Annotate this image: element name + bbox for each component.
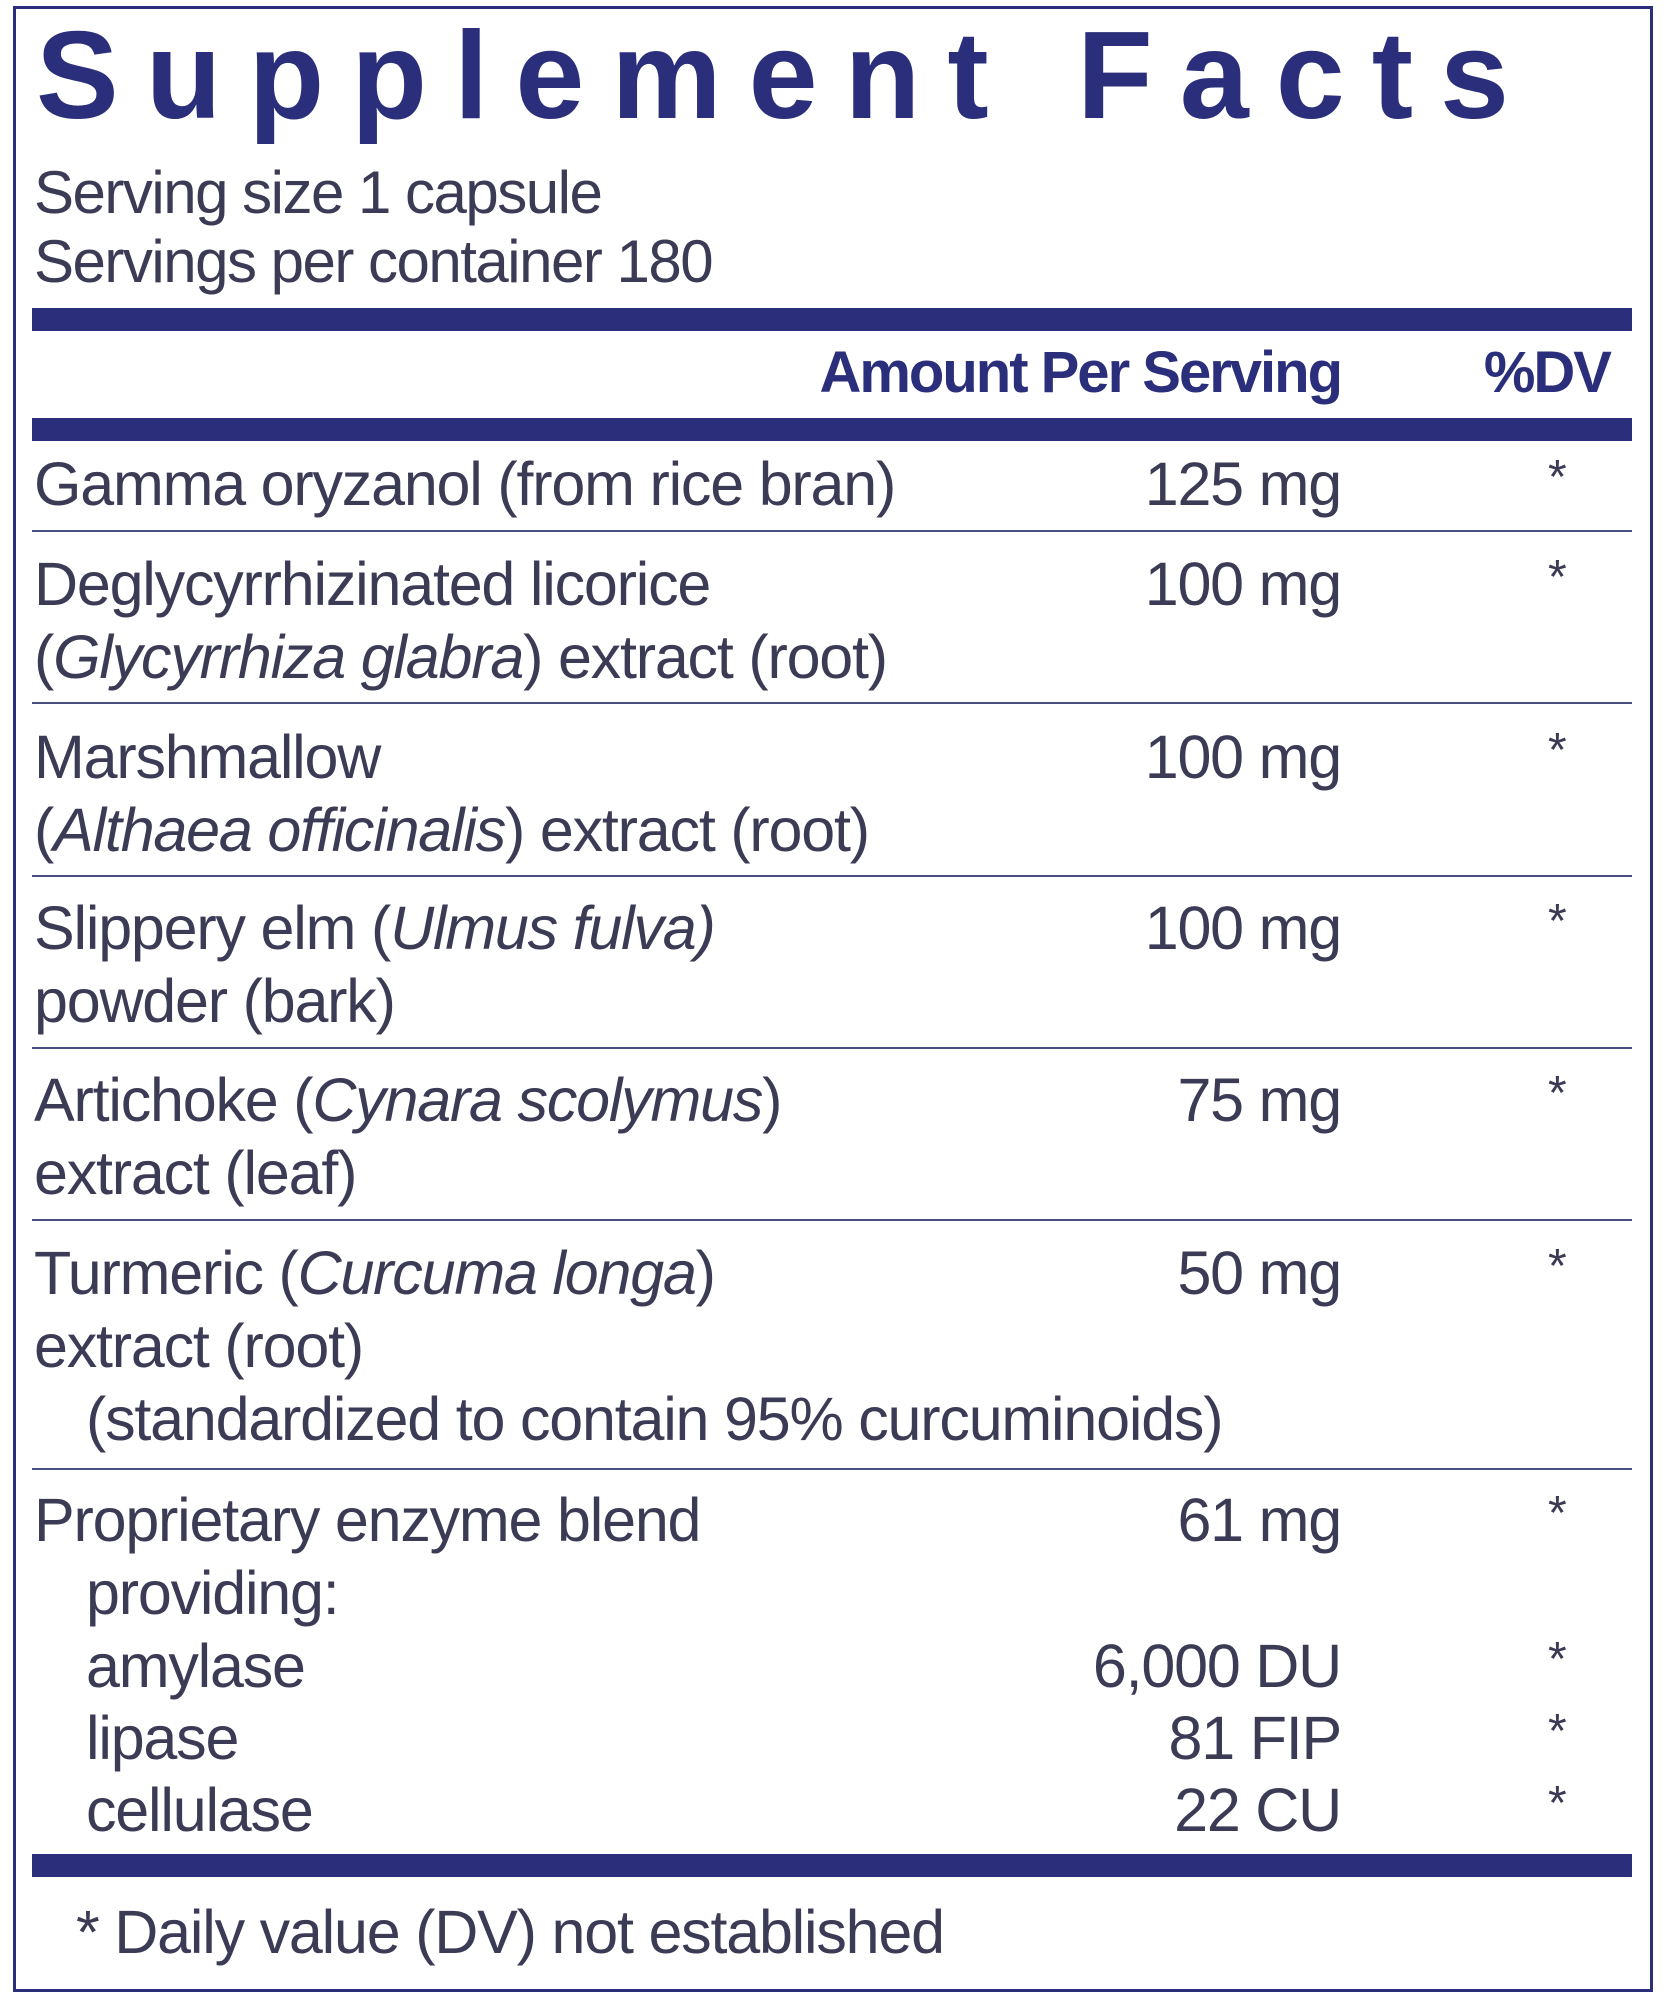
row-divider — [32, 702, 1632, 704]
ingredient-amount: 100 mg — [1144, 723, 1342, 791]
row-divider — [32, 1219, 1632, 1221]
latin-name: Ulmus fulva) — [390, 894, 716, 962]
ingredient-name-line2: extract (root) — [34, 1310, 364, 1383]
ingredient-amount: 125 mg — [1144, 450, 1342, 518]
latin-name: Curcuma longa — [297, 1239, 697, 1307]
thick-divider — [32, 418, 1632, 441]
ingredient-name: Gamma oryzanol (from rice bran) — [34, 448, 896, 521]
ingredient-amount: 50 mg — [1177, 1239, 1342, 1307]
label-title: Supplement Facts — [36, 7, 1536, 145]
dv-header: %DV — [1483, 340, 1612, 405]
name-text: Artichoke ( — [34, 1066, 314, 1134]
ingredient-amount: 100 mg — [1144, 550, 1342, 618]
sub-ingredient-amount: 6,000 DU — [1092, 1632, 1342, 1700]
dv-asterisk: * — [1548, 551, 1567, 604]
name-text: ) extract (root) — [505, 796, 870, 864]
ingredient-name-line2: providing: — [86, 1557, 340, 1630]
latin-name: Cynara scolymus — [312, 1066, 763, 1134]
servings-per-container: Servings per container 180 — [34, 228, 714, 295]
dv-asterisk: * — [1548, 1487, 1567, 1540]
name-text: ) extract (root) — [523, 623, 888, 691]
name-text: Marshmallow — [34, 723, 381, 791]
name-text: Slippery elm ( — [34, 894, 391, 962]
ingredient-amount: 75 mg — [1177, 1066, 1342, 1134]
serving-size: Serving size 1 capsule — [34, 159, 603, 226]
dv-asterisk: * — [1548, 451, 1567, 504]
row-divider — [32, 1468, 1632, 1470]
ingredient-name: Artichoke (Cynara scolymus) — [34, 1064, 782, 1137]
dv-asterisk: * — [1548, 1777, 1567, 1830]
latin-name: Glycyrrhiza glabra — [53, 623, 524, 691]
ingredient-name: Marshmallow — [34, 721, 381, 794]
row-divider — [32, 875, 1632, 877]
dv-asterisk: * — [1548, 1633, 1567, 1686]
amount-per-serving-header: Amount Per Serving — [819, 340, 1343, 405]
sub-ingredient-name: cellulase — [86, 1776, 314, 1844]
sub-ingredient-amount: 22 CU — [1174, 1776, 1342, 1844]
thick-divider — [32, 308, 1632, 331]
latin-name: Althaea officinalis — [53, 796, 506, 864]
sub-ingredient-name: lipase — [86, 1704, 239, 1772]
ingredient-amount: 61 mg — [1177, 1486, 1342, 1554]
name-text: extract (leaf) — [34, 1139, 357, 1207]
dv-asterisk: * — [1548, 1705, 1567, 1758]
row-divider — [32, 530, 1632, 532]
sub-ingredient-name: amylase — [86, 1632, 306, 1700]
name-text: ) — [762, 1066, 782, 1134]
ingredient-name-line2: (Glycyrrhiza glabra) extract (root) — [34, 621, 888, 694]
name-text: ) — [695, 1239, 716, 1307]
name-text: providing: — [86, 1559, 340, 1627]
dv-asterisk: * — [1548, 1240, 1567, 1293]
ingredient-name: Deglycyrrhizinated licorice — [34, 548, 711, 621]
footnote: * Daily value (DV) not established — [76, 1898, 945, 1966]
dv-asterisk: * — [1548, 1067, 1567, 1120]
dv-asterisk: * — [1548, 895, 1567, 948]
ingredient-name-line2: extract (leaf) — [34, 1137, 357, 1210]
name-text: extract (root) — [34, 1312, 364, 1380]
ingredient-name: Turmeric (Curcuma longa) — [34, 1237, 716, 1310]
name-text: Proprietary enzyme blend — [34, 1486, 701, 1554]
ingredient-name-line2: powder (bark) — [34, 965, 396, 1038]
name-text: powder (bark) — [34, 967, 396, 1035]
ingredient-name-line3: (standardized to contain 95% curcuminoid… — [86, 1383, 1224, 1456]
name-text: Turmeric ( — [34, 1239, 299, 1307]
ingredient-name: Proprietary enzyme blend — [34, 1484, 701, 1557]
name-text: ( — [34, 796, 54, 864]
dv-asterisk: * — [1548, 724, 1567, 777]
ingredient-amount: 100 mg — [1144, 894, 1342, 962]
ingredient-name-line2: (Althaea officinalis) extract (root) — [34, 794, 870, 867]
name-text: ( — [34, 623, 54, 691]
name-text: Deglycyrrhizinated licorice — [34, 550, 711, 618]
sub-ingredient-amount: 81 FIP — [1168, 1704, 1343, 1772]
name-text: Gamma oryzanol (from rice bran) — [34, 450, 896, 518]
thick-divider — [32, 1854, 1632, 1877]
label-frame — [13, 6, 1653, 1992]
row-divider — [32, 1047, 1632, 1049]
name-text: (standardized to contain 95% curcuminoid… — [86, 1385, 1224, 1453]
ingredient-name: Slippery elm (Ulmus fulva) — [34, 892, 716, 965]
